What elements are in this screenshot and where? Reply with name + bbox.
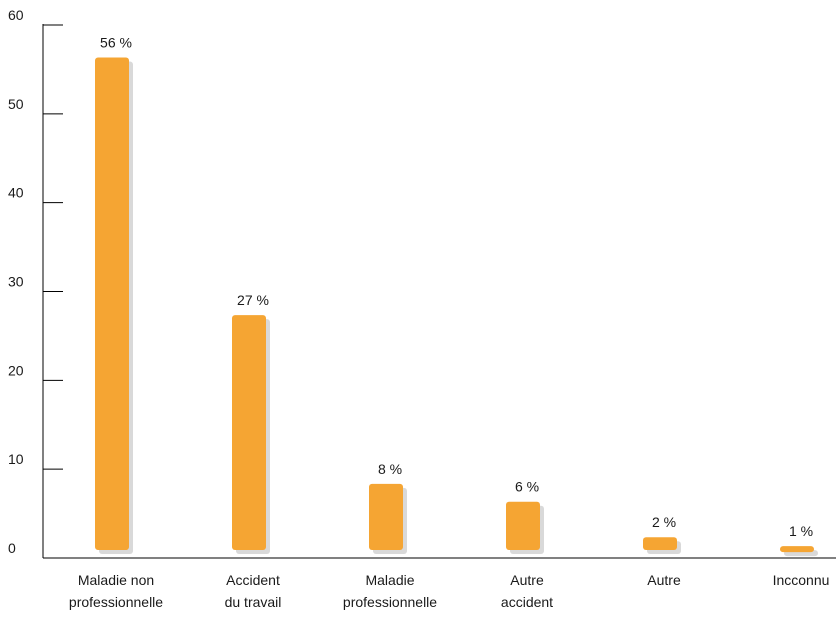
y-tick-label: 40 bbox=[8, 185, 24, 201]
y-tick-label: 20 bbox=[8, 362, 24, 378]
category-label: Incconnu bbox=[773, 572, 830, 588]
category-labels: Maladie non professionnelle Accident du tra… bbox=[69, 572, 830, 610]
category-label: Autre bbox=[510, 572, 544, 588]
category-label: professionnelle bbox=[69, 594, 163, 610]
category-label: du travail bbox=[225, 594, 282, 610]
data-label: 8 % bbox=[378, 461, 402, 477]
category-label: Autre bbox=[647, 572, 681, 588]
data-labels: 56 % 27 % 8 % 6 % 2 % 1 % bbox=[100, 35, 813, 540]
y-tick-label: 0 bbox=[8, 540, 16, 556]
bar bbox=[780, 546, 814, 553]
bar bbox=[643, 537, 677, 550]
y-axis: 0 10 20 30 40 50 60 bbox=[8, 7, 63, 559]
data-label: 2 % bbox=[652, 514, 676, 530]
bar bbox=[95, 57, 129, 551]
y-tick-label: 10 bbox=[8, 451, 24, 467]
category-label: Maladie bbox=[365, 572, 414, 588]
category-label: professionnelle bbox=[343, 594, 437, 610]
data-label: 6 % bbox=[515, 479, 539, 495]
bars bbox=[95, 57, 818, 557]
y-tick-label: 30 bbox=[8, 274, 24, 290]
category-label: Maladie non bbox=[78, 572, 154, 588]
y-tick-label: 50 bbox=[8, 96, 24, 112]
bar bbox=[506, 501, 540, 550]
data-label: 1 % bbox=[789, 523, 813, 539]
category-label: accident bbox=[501, 594, 553, 610]
category-label: Accident bbox=[226, 572, 280, 588]
data-label: 56 % bbox=[100, 35, 132, 51]
bar bbox=[369, 483, 403, 550]
bar bbox=[232, 315, 266, 550]
data-label: 27 % bbox=[237, 292, 269, 308]
y-tick-label: 60 bbox=[8, 7, 24, 23]
